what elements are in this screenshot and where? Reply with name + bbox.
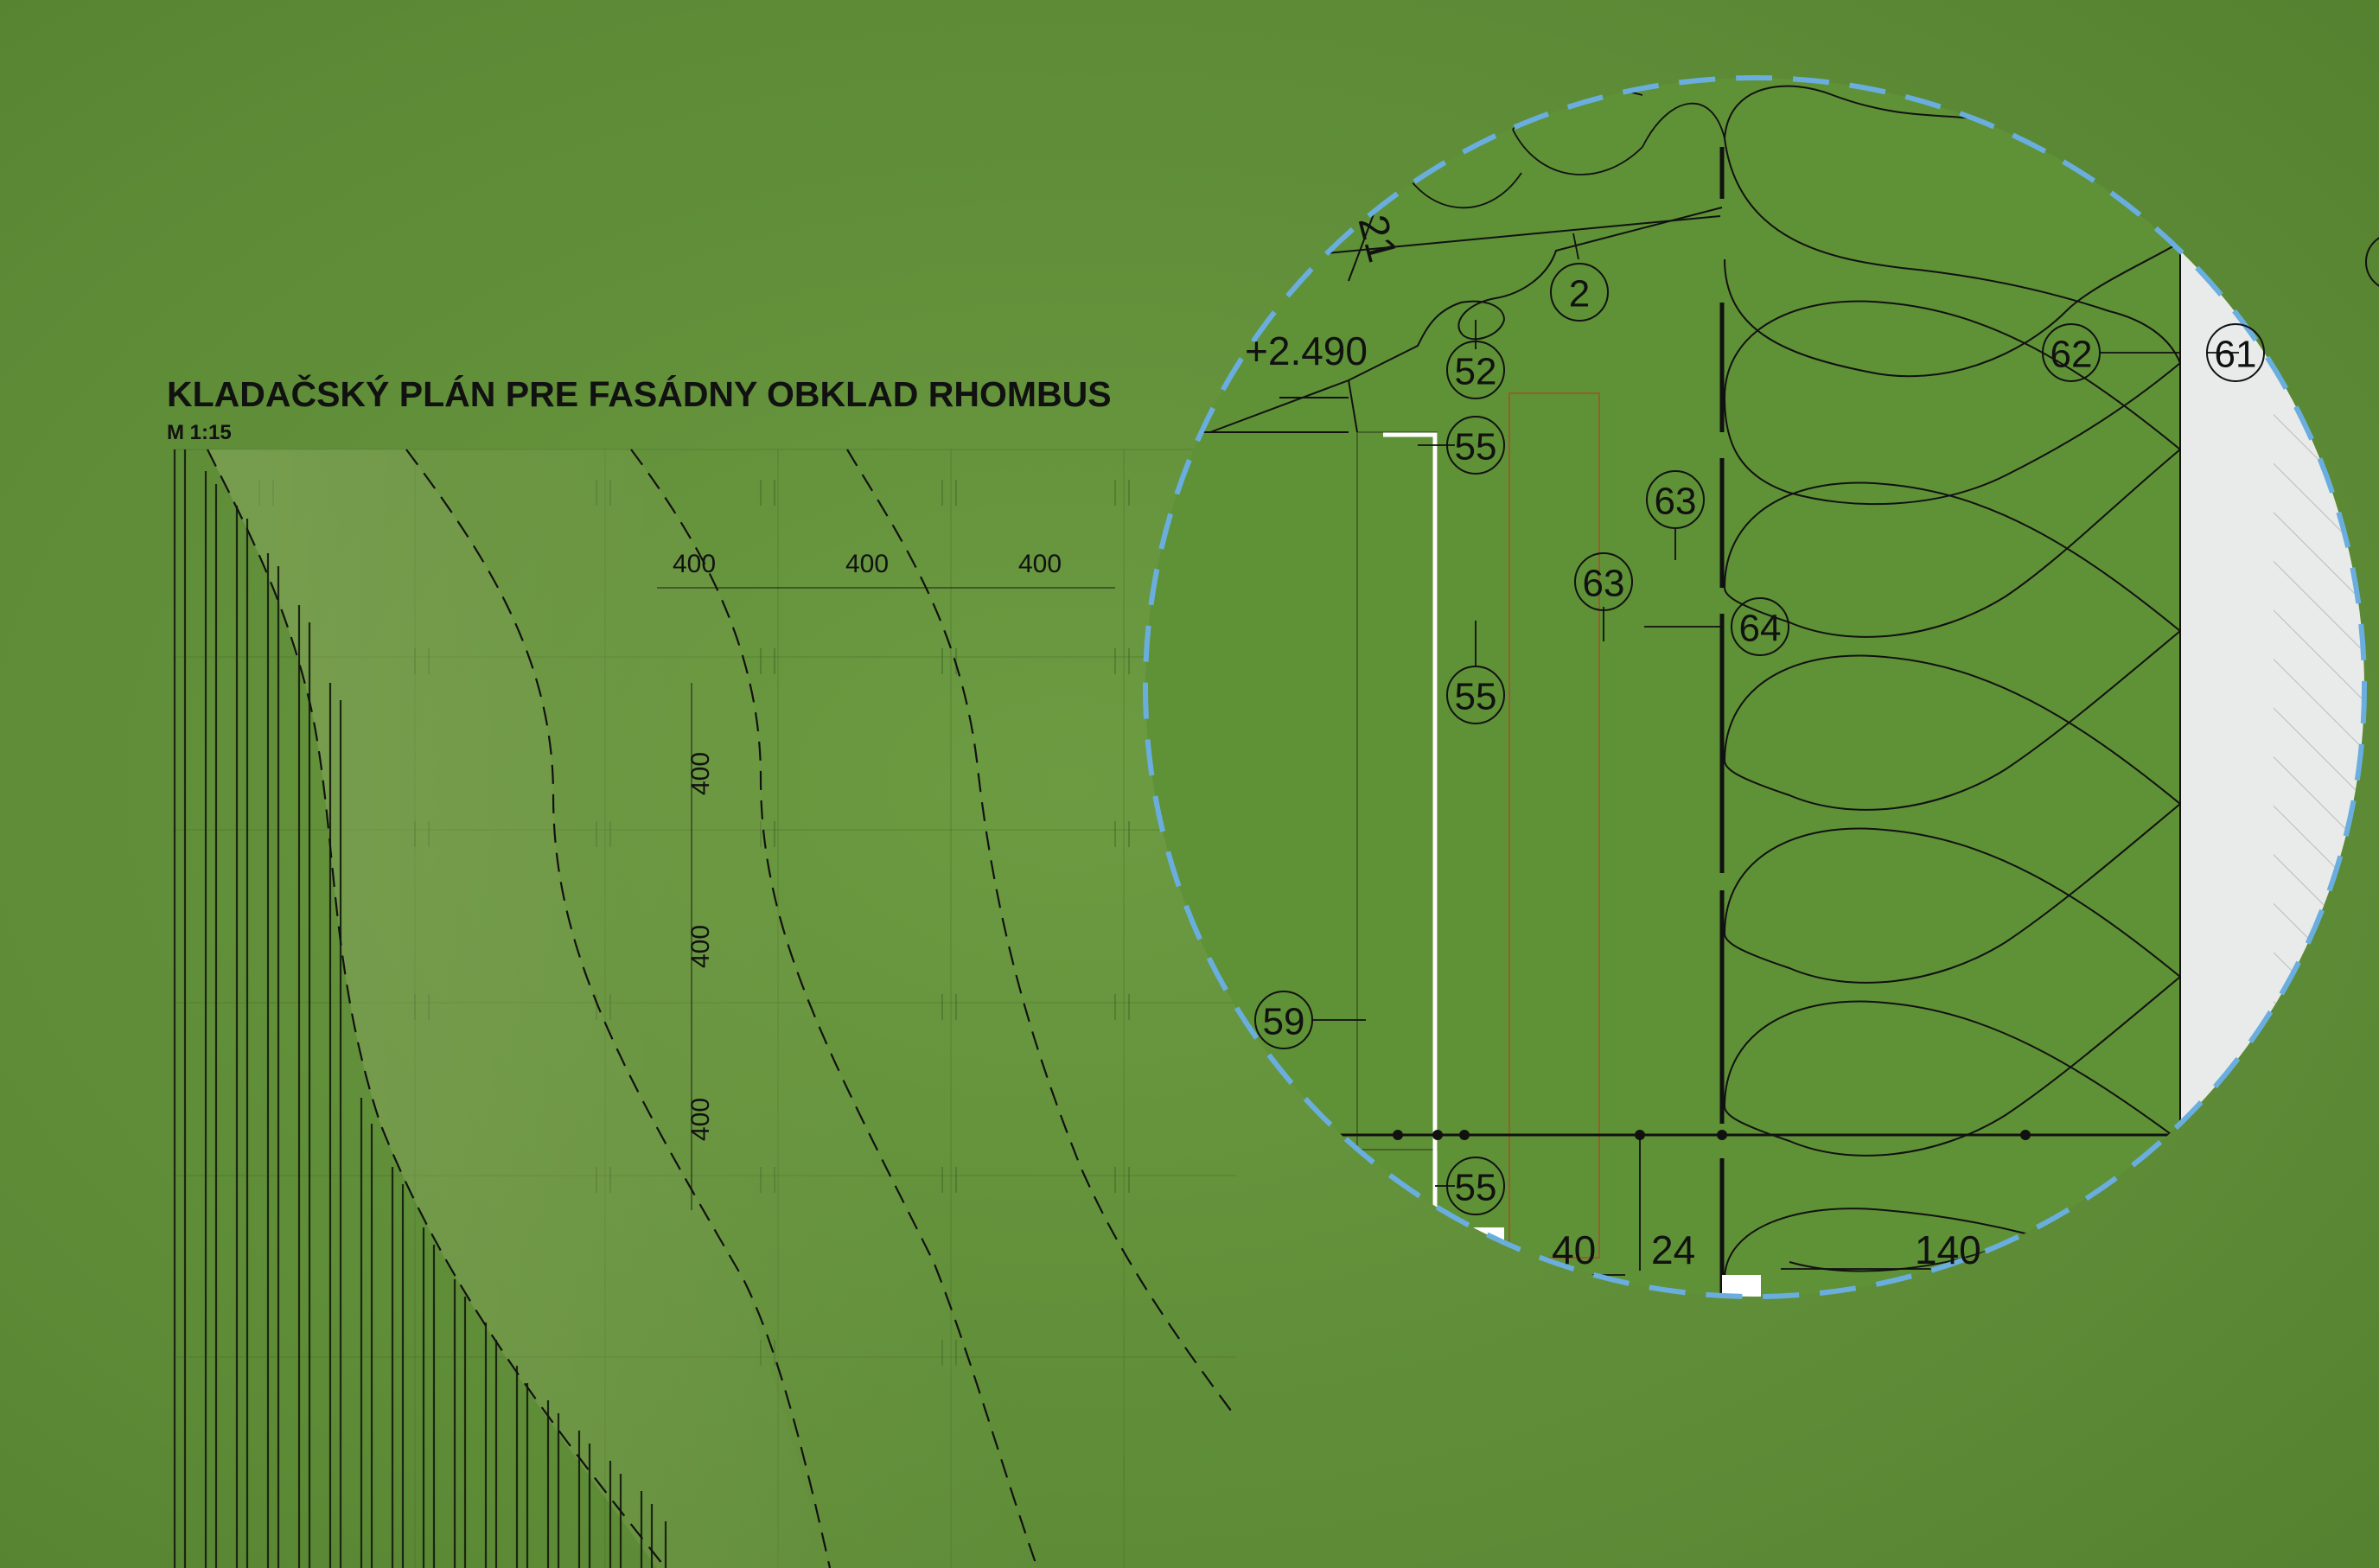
svg-text:2: 2	[1569, 273, 1590, 316]
svg-text:62: 62	[2051, 334, 2093, 376]
detail-white-block	[1722, 1275, 1761, 1297]
plan-dim-h-2: 400	[845, 550, 889, 578]
detail-dim-24: 24	[1651, 1227, 1695, 1272]
svg-text:63: 63	[1583, 563, 1625, 605]
callout-59: 59	[1254, 991, 1313, 1049]
plan-dim-h-1: 400	[673, 550, 716, 578]
edge-callout-partial	[2365, 237, 2379, 287]
plan-wave-band-1	[207, 449, 830, 1568]
svg-text:59: 59	[1263, 1001, 1305, 1043]
detail-flashing	[1202, 207, 1723, 433]
callout-62: 62	[2042, 323, 2101, 382]
detail-dim-140: 140	[1915, 1227, 1981, 1272]
svg-text:55: 55	[1455, 1167, 1497, 1209]
detail-elevation: +2.490	[1245, 328, 1368, 373]
callout-61: 61	[2206, 323, 2265, 382]
detail-base-line	[1340, 1130, 2196, 1140]
plan-boards	[173, 449, 667, 1568]
plan-dim-ticks	[657, 587, 1115, 1210]
plan-dim-h-3: 400	[1018, 550, 1062, 578]
svg-text:52: 52	[1455, 351, 1497, 393]
magnifier-border	[1143, 75, 2367, 1299]
detail-batten-rear	[1508, 392, 1600, 1259]
plan-drawing: 400 400 400 400 400 400	[173, 449, 1237, 1568]
plan-dashed-waves	[207, 449, 1237, 1568]
callout-55-bottom: 55	[1446, 1157, 1505, 1215]
callout-55-middle: 55	[1446, 666, 1505, 724]
callout-63-lower: 63	[1574, 552, 1633, 611]
plan-wave-band-2	[406, 449, 1037, 1568]
plan-scale: M 1:15	[167, 421, 232, 444]
svg-text:55: 55	[1455, 426, 1497, 468]
callout-2: 2	[1550, 263, 1609, 322]
callout-52: 52	[1446, 341, 1505, 399]
svg-text:55: 55	[1455, 676, 1497, 718]
plan-dim-v-3: 400	[686, 1098, 715, 1141]
callout-55-top: 55	[1446, 416, 1505, 475]
detail-leaders	[1312, 233, 2239, 1276]
callout-63-upper: 63	[1646, 470, 1705, 529]
plan-dim-v-2: 400	[686, 925, 715, 968]
detail-board-white	[1383, 432, 1438, 1210]
svg-text:64: 64	[1739, 608, 1782, 650]
plan-dim-v-1: 400	[686, 752, 715, 795]
plan-title: KLADAČSKÝ PLÁN PRE FASÁDNY OBKLAD RHOMBU…	[167, 374, 1112, 414]
svg-text:61: 61	[2215, 334, 2257, 376]
svg-text:63: 63	[1655, 481, 1697, 523]
detail-labels: +2.490 21 2 52 55 55 55 63 63	[1245, 210, 2265, 1272]
detail-dim-40: 40	[1552, 1227, 1596, 1272]
callout-64: 64	[1731, 597, 1789, 656]
